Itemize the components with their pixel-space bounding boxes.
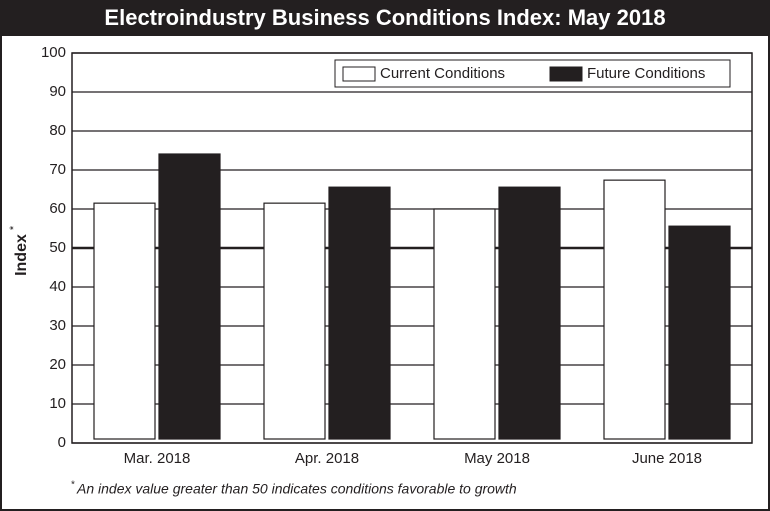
y-tick-label: 0 — [58, 434, 66, 451]
y-tick-label: 60 — [49, 200, 66, 217]
y-tick-label: 10 — [49, 395, 66, 412]
x-tick-label: Apr. 2018 — [295, 450, 359, 467]
legend-swatch — [549, 66, 583, 82]
chart-title: Electroindustry Business Conditions Inde… — [104, 5, 665, 30]
title-bar — [0, 0, 770, 36]
bar — [158, 153, 221, 440]
footnote-marker: * — [71, 480, 75, 491]
bar — [328, 186, 391, 440]
bar — [603, 179, 666, 440]
y-axis-label: Index — [13, 234, 30, 276]
bar — [263, 202, 326, 440]
y-axis-label-marker: * — [8, 225, 20, 230]
y-tick-label: 100 — [41, 44, 66, 61]
y-tick-label: 80 — [49, 122, 66, 139]
legend-box — [334, 59, 731, 88]
y-tick-label: 40 — [49, 278, 66, 295]
y-tick-label: 90 — [49, 83, 66, 100]
y-tick-label: 20 — [49, 356, 66, 373]
y-tick-label: 30 — [49, 317, 66, 334]
bar — [498, 186, 561, 440]
bar — [93, 202, 156, 440]
bar — [668, 225, 731, 440]
legend-label: Current Conditions — [380, 65, 505, 82]
legend-label: Future Conditions — [587, 65, 705, 82]
x-tick-label: June 2018 — [632, 450, 702, 467]
bar — [433, 208, 496, 440]
y-tick-label: 70 — [49, 161, 66, 178]
x-tick-label: Mar. 2018 — [124, 450, 191, 467]
x-tick-label: May 2018 — [464, 450, 530, 467]
y-tick-label: 50 — [49, 239, 66, 256]
footnote: An index value greater than 50 indicates… — [76, 481, 517, 497]
legend-swatch — [342, 66, 376, 82]
